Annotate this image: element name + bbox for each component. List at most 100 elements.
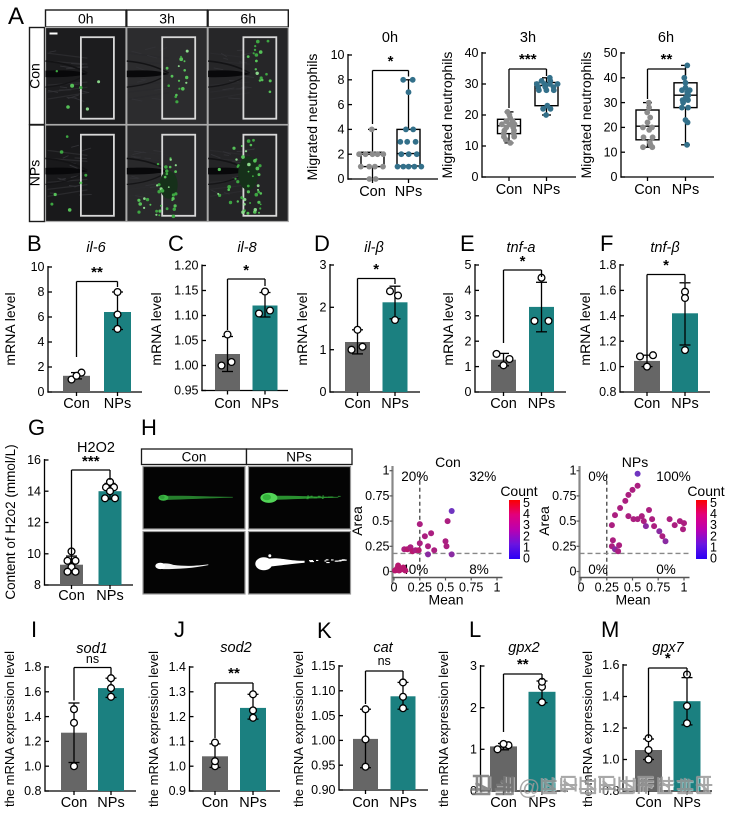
svg-text:0.25: 0.25 — [408, 581, 432, 595]
svg-text:3: 3 — [470, 659, 477, 673]
svg-text:4: 4 — [38, 335, 45, 349]
svg-text:1.3: 1.3 — [169, 685, 186, 699]
svg-text:mRNA level: mRNA level — [577, 292, 593, 365]
svg-text:il-8: il-8 — [237, 240, 256, 256]
svg-text:NPs: NPs — [672, 182, 699, 198]
svg-text:0: 0 — [523, 552, 530, 566]
svg-text:H: H — [141, 415, 157, 440]
svg-text:tnf-a: tnf-a — [506, 240, 535, 256]
svg-text:8: 8 — [38, 285, 45, 299]
svg-text:0.90: 0.90 — [311, 783, 335, 797]
svg-text:1.2: 1.2 — [599, 334, 616, 348]
svg-text:1.00: 1.00 — [174, 359, 198, 373]
svg-text:6h: 6h — [658, 30, 674, 46]
svg-text:Content of H2o2 (mmol/L): Content of H2o2 (mmol/L) — [3, 444, 18, 599]
svg-text:Area: Area — [349, 506, 365, 536]
svg-text:***: *** — [519, 51, 537, 68]
svg-text:0%: 0% — [588, 469, 608, 484]
svg-text:NPs: NPs — [533, 182, 560, 198]
svg-text:1.05: 1.05 — [174, 334, 198, 348]
svg-text:20: 20 — [465, 108, 479, 122]
svg-text:the mRNA expression level: the mRNA expression level — [2, 651, 17, 807]
svg-text:1.0: 1.0 — [24, 759, 41, 773]
svg-text:6: 6 — [338, 98, 345, 112]
svg-text:1.0: 1.0 — [599, 360, 616, 374]
svg-text:1.6: 1.6 — [24, 685, 41, 699]
svg-text:1.2: 1.2 — [602, 721, 619, 735]
svg-text:Con: Con — [635, 795, 662, 811]
svg-text:*: * — [663, 257, 669, 274]
svg-text:A: A — [8, 3, 24, 30]
svg-text:il-β: il-β — [364, 240, 384, 256]
svg-text:0.25: 0.25 — [365, 539, 389, 553]
svg-text:0.25: 0.25 — [595, 581, 619, 595]
svg-text:2: 2 — [710, 529, 717, 543]
svg-text:0: 0 — [578, 581, 585, 595]
svg-text:2: 2 — [338, 147, 345, 161]
svg-text:NPs: NPs — [27, 160, 43, 186]
svg-text:0.25: 0.25 — [552, 539, 576, 553]
svg-text:H2O2: H2O2 — [77, 440, 115, 456]
svg-text:0: 0 — [38, 385, 45, 399]
svg-text:1.0: 1.0 — [602, 753, 619, 767]
svg-text:*: * — [665, 650, 671, 667]
svg-text:1: 1 — [681, 581, 688, 595]
svg-text:Con: Con — [490, 795, 517, 811]
svg-text:1.10: 1.10 — [311, 684, 335, 698]
svg-text:0.75: 0.75 — [459, 581, 483, 595]
svg-text:C: C — [168, 231, 184, 256]
svg-text:J: J — [174, 617, 185, 642]
svg-text:8%: 8% — [469, 562, 489, 577]
svg-text:il-6: il-6 — [86, 240, 106, 256]
svg-text:the mRNA expression level: the mRNA expression level — [291, 651, 306, 807]
svg-text:0: 0 — [391, 581, 398, 595]
svg-text:NPs: NPs — [286, 450, 312, 465]
svg-text:0.75: 0.75 — [552, 489, 576, 503]
svg-text:0h: 0h — [382, 30, 398, 46]
svg-text:Count: Count — [687, 483, 724, 499]
svg-text:2: 2 — [470, 701, 477, 715]
svg-text:1.0: 1.0 — [169, 759, 186, 773]
svg-text:Area: Area — [536, 506, 552, 536]
svg-text:B: B — [27, 231, 42, 256]
svg-text:the mRNA expression level: the mRNA expression level — [580, 651, 595, 807]
svg-text:sod1: sod1 — [76, 641, 107, 657]
svg-text:mRNA level: mRNA level — [440, 292, 456, 365]
svg-text:16: 16 — [27, 453, 41, 467]
svg-text:*: * — [243, 262, 249, 279]
svg-text:5: 5 — [465, 258, 472, 272]
svg-text:0.5: 0.5 — [437, 581, 454, 595]
svg-text:1.4: 1.4 — [169, 660, 186, 674]
svg-text:1: 1 — [320, 343, 327, 357]
svg-text:4: 4 — [523, 507, 530, 521]
svg-text:ns: ns — [378, 654, 391, 668]
svg-text:0%: 0% — [656, 562, 676, 577]
svg-text:G: G — [28, 415, 45, 440]
svg-text:**: ** — [228, 665, 240, 682]
svg-text:1.20: 1.20 — [174, 259, 198, 273]
svg-text:tnf-β: tnf-β — [650, 240, 679, 256]
svg-text:2: 2 — [465, 334, 472, 348]
svg-text:Con: Con — [27, 63, 43, 89]
svg-text:1.4: 1.4 — [599, 309, 616, 323]
svg-text:Count: Count — [500, 483, 537, 499]
svg-text:0: 0 — [383, 565, 390, 579]
svg-text:0.8: 0.8 — [599, 385, 616, 399]
svg-text:2: 2 — [38, 360, 45, 374]
svg-text:3: 3 — [710, 518, 717, 532]
svg-text:***: *** — [82, 453, 100, 470]
svg-text:1: 1 — [470, 743, 477, 757]
svg-text:1: 1 — [523, 540, 530, 554]
svg-text:NPs: NPs — [673, 795, 700, 811]
svg-text:1.05: 1.05 — [311, 709, 335, 723]
svg-text:0%: 0% — [588, 562, 608, 577]
svg-text:10: 10 — [27, 547, 41, 561]
svg-text:Con: Con — [352, 795, 379, 811]
svg-text:NPs: NPs — [239, 795, 266, 811]
svg-text:5: 5 — [710, 496, 717, 510]
svg-text:Migrated neutrophils: Migrated neutrophils — [578, 52, 594, 179]
svg-text:3h: 3h — [520, 30, 536, 46]
svg-text:Con: Con — [435, 454, 461, 470]
svg-text:NPs: NPs — [251, 396, 278, 412]
svg-text:12: 12 — [27, 516, 41, 530]
